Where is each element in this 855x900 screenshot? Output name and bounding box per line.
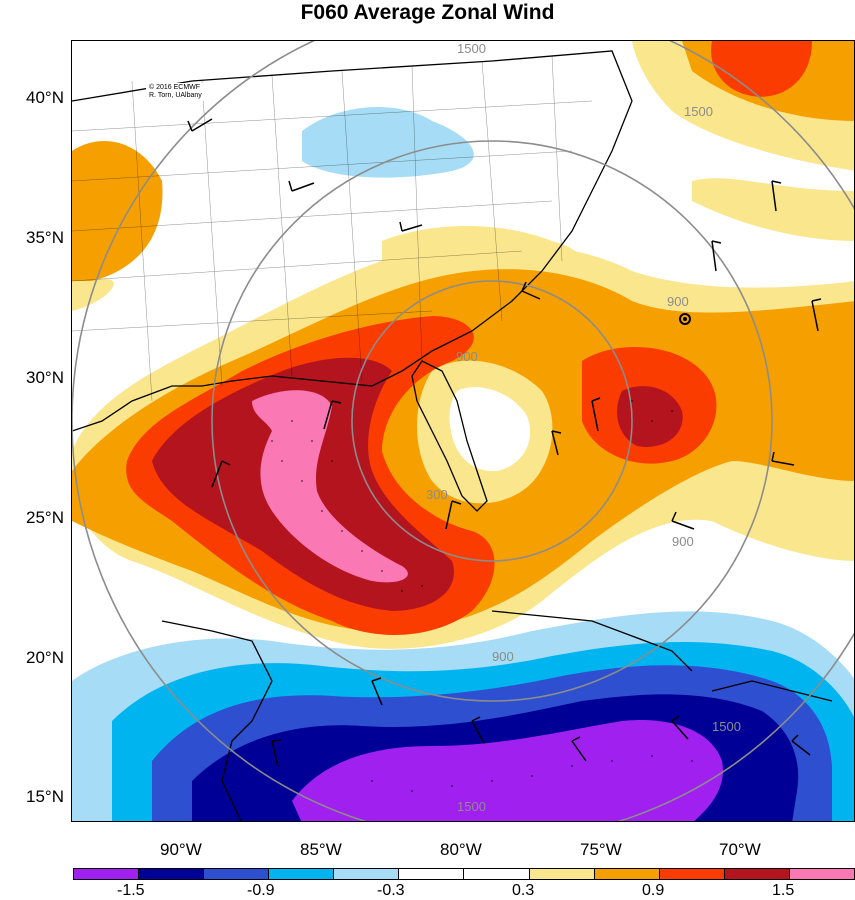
ring-label-900-b: 900 — [667, 294, 689, 309]
ring-label-300: 300 — [426, 487, 448, 502]
cuba-outline — [491, 610, 693, 672]
ring-label-1500-c: 1500 — [457, 799, 486, 814]
colorbar-swatch-7 — [529, 869, 595, 879]
lon-label-85w: 85°W — [300, 840, 342, 859]
colorbar-label-0-9: 0.9 — [642, 882, 665, 899]
colorbar-swatch-11 — [789, 869, 854, 879]
colorbar-label-0-3: 0.3 — [512, 882, 535, 899]
colorbar-swatch-5 — [399, 869, 465, 879]
range-ring-900 — [211, 140, 773, 702]
colorbar-label-1-5: 1.5 — [772, 882, 795, 899]
shade-orange-west — [72, 141, 163, 281]
ring-label-900-a: 900 — [456, 349, 478, 364]
lat-label-25n: 25°N — [26, 508, 64, 527]
shade-pink-core — [252, 390, 408, 583]
colorbar-swatch-3 — [269, 869, 335, 879]
colorbar-label-neg1-5: -1.5 — [117, 882, 145, 899]
ring-label-900-d: 900 — [672, 534, 694, 549]
lat-label-20n: 20°N — [26, 648, 64, 667]
lon-label-90w: 90°W — [160, 840, 202, 859]
coastlines — [72, 50, 833, 821]
shade-yellow-east — [692, 178, 854, 241]
ring-label-1500-d: 1500 — [712, 719, 741, 734]
shade-darkred-east — [617, 386, 683, 447]
lat-label-15n: 15°N — [26, 787, 64, 806]
map-panel[interactable]: 300 900 900 900 900 1500 1500 1500 1500 … — [71, 40, 855, 822]
colorbar-label-neg0-3: -0.3 — [377, 882, 405, 899]
lat-label-35n: 35°N — [26, 228, 64, 247]
range-ring-300 — [351, 280, 633, 562]
credit-box: © 2016 ECMWF R. Torn, UAlbany — [146, 83, 205, 101]
ring-label-1500-b: 1500 — [684, 104, 713, 119]
colorbar-swatch-2 — [204, 869, 270, 879]
lon-label-80w: 80°W — [440, 840, 482, 859]
hispaniola-outline — [711, 680, 833, 702]
lat-label-30n: 30°N — [26, 368, 64, 387]
ring-labels: 300 900 900 900 900 1500 1500 1500 1500 — [426, 41, 741, 814]
lon-label-70w: 70°W — [719, 840, 761, 859]
page-title: F060 Average Zonal Wind — [300, 1, 555, 24]
lat-label-40n: 40°N — [26, 88, 64, 107]
colorbar-swatch-9 — [659, 869, 725, 879]
stipple-dots — [271, 400, 693, 792]
county-lines — [72, 55, 593, 402]
colorbar-swatch-8 — [594, 869, 660, 879]
shade-yellow-west — [72, 278, 114, 311]
colorbar-swatch-6 — [464, 869, 530, 879]
credit-line-1: © 2016 ECMWF — [149, 84, 201, 91]
shade-red-ne — [711, 41, 812, 97]
shade-light-blue-north — [302, 107, 474, 178]
yucatan-outline — [161, 620, 273, 821]
map-canvas: 300 900 900 900 900 1500 1500 1500 1500 — [72, 41, 854, 821]
shade-purple-south — [292, 720, 723, 821]
colorbar-swatch-1 — [139, 869, 205, 879]
wind-barb-icon — [187, 118, 822, 768]
ring-label-1500-a: 1500 — [457, 41, 486, 56]
credit-line-2: R. Torn, UAlbany — [149, 92, 202, 99]
colorbar-swatch-10 — [724, 869, 790, 879]
florida-outline — [411, 360, 488, 512]
colorbar-swatch-0 — [74, 869, 140, 879]
ring-label-900-c: 900 — [492, 649, 514, 664]
range-rings — [72, 41, 854, 821]
lon-label-75w: 75°W — [580, 840, 622, 859]
colorbar-swatch-4 — [334, 869, 400, 879]
colorbar-label-neg0-9: -0.9 — [247, 882, 275, 899]
us-coast-outline — [72, 50, 633, 432]
colorbar — [73, 868, 855, 880]
storm-center-icon — [679, 313, 691, 325]
